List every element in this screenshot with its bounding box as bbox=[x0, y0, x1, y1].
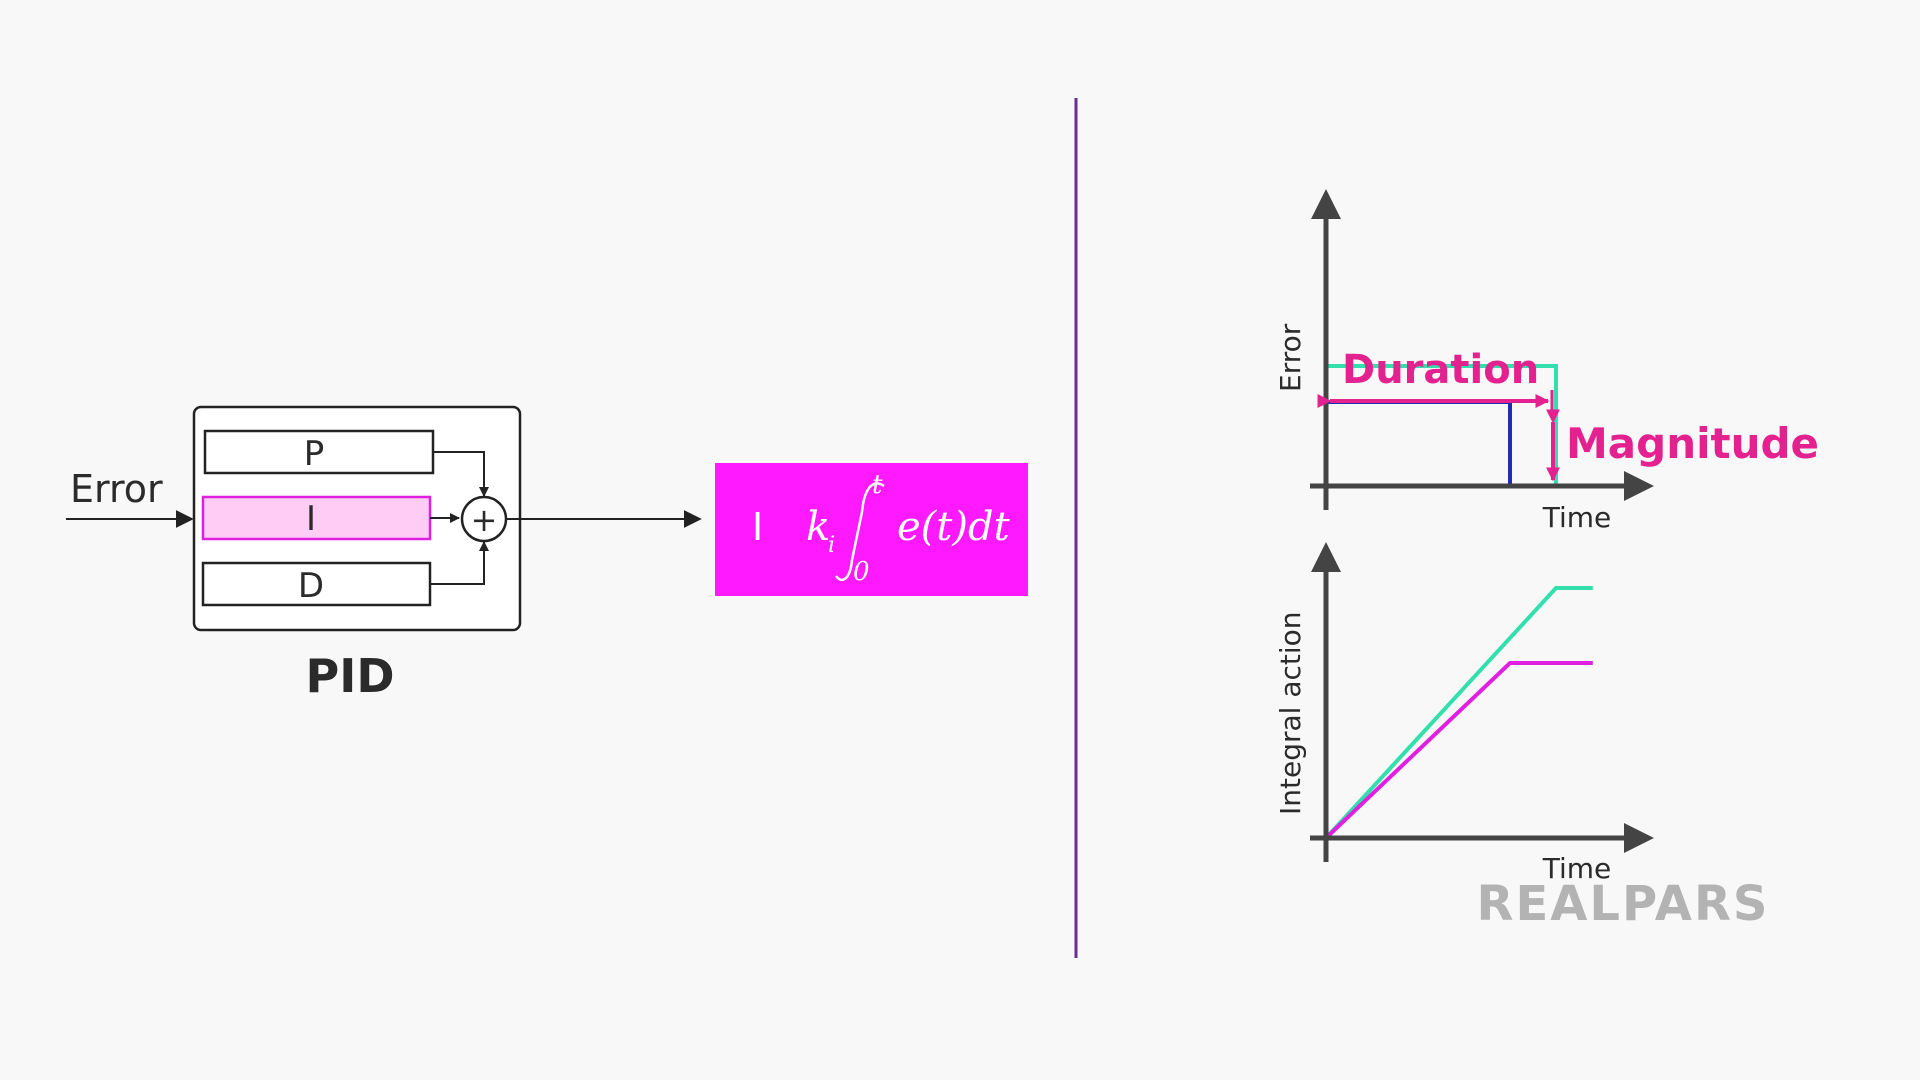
integral-sign bbox=[835, 482, 885, 581]
magnitude-annotation: Magnitude bbox=[1566, 419, 1819, 468]
realpars-logo: REALPARS bbox=[1477, 876, 1770, 932]
integrand: e(t)dt bbox=[897, 504, 1011, 550]
error-y-axis-label: Error bbox=[1274, 323, 1307, 392]
integral-upper-limit: t bbox=[872, 470, 883, 500]
error-series-line-2 bbox=[1324, 400, 1556, 488]
integral-x-axis-label: Time bbox=[1542, 852, 1612, 885]
p-term-label: P bbox=[304, 434, 325, 474]
integral-series-line-1 bbox=[1324, 586, 1593, 840]
error-x-axis-label: Time bbox=[1542, 501, 1612, 534]
summing-junction-symbol: + bbox=[471, 501, 498, 539]
d-term-label: D bbox=[298, 566, 324, 606]
integral-gain: k bbox=[806, 504, 830, 550]
error-chart: Error Time Duration Magnitude bbox=[1274, 189, 1819, 534]
integral-action-plot bbox=[1324, 586, 1593, 840]
integral-gain-subscript: i bbox=[828, 533, 835, 558]
integral-term-letter: I bbox=[752, 505, 763, 549]
p-to-sum-connector bbox=[433, 451, 489, 497]
integral-lower-limit: 0 bbox=[853, 557, 870, 587]
p-term-box bbox=[203, 429, 435, 475]
pid-caption: PID bbox=[305, 649, 394, 703]
duration-annotation: Duration bbox=[1342, 347, 1539, 393]
integral-term-panel: I k i t 0 e(t)dt bbox=[715, 463, 1028, 596]
i-term-label: I bbox=[306, 499, 316, 539]
integral-y-axis-label: Integral action bbox=[1274, 611, 1307, 815]
pid-block: Error P I D + PID bbox=[66, 405, 702, 703]
d-to-sum-connector bbox=[430, 541, 489, 585]
integral-series-line-2 bbox=[1324, 661, 1593, 840]
error-input-label: Error bbox=[70, 467, 163, 511]
i-term-box bbox=[201, 495, 432, 541]
integral-action-chart: Integral action Time bbox=[1274, 542, 1654, 885]
d-term-box bbox=[201, 561, 432, 607]
